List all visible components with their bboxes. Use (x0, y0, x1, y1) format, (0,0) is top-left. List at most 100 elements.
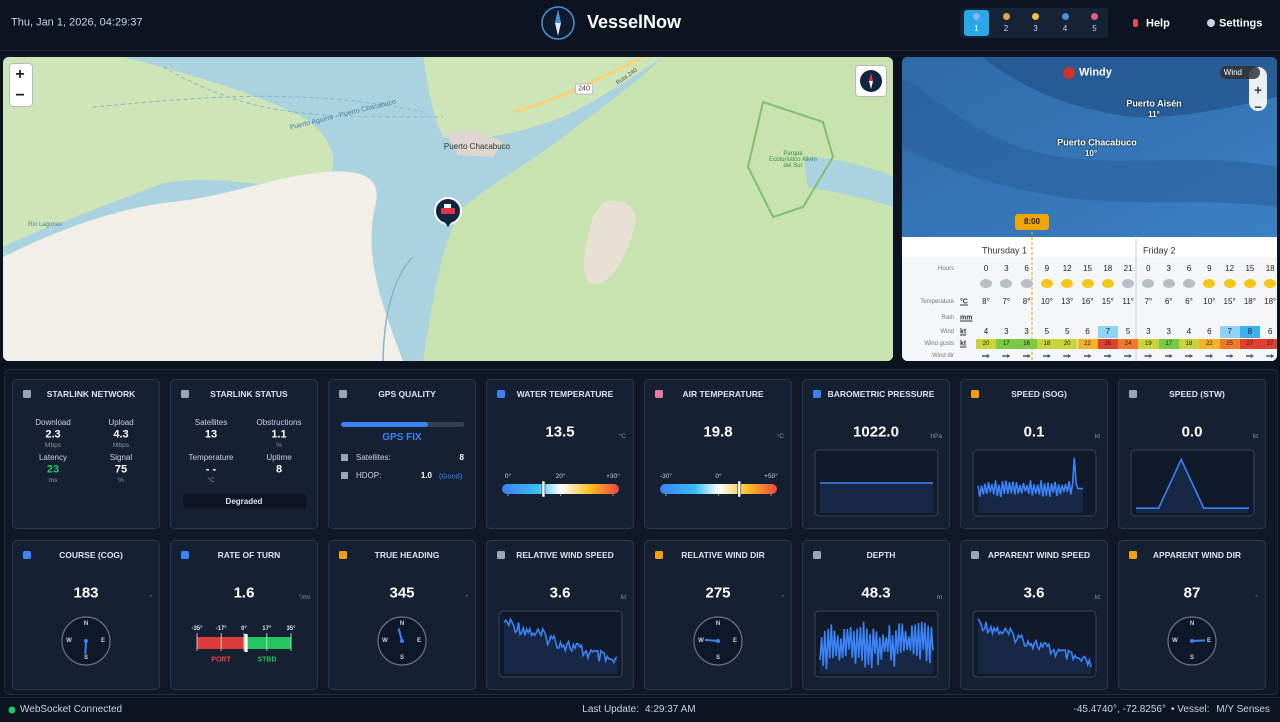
gust-cell-bg (1199, 339, 1220, 349)
gust-cell-bg (1239, 339, 1261, 349)
panel-value: 275 (705, 584, 731, 602)
compass-letter: S (1189, 655, 1195, 661)
weather-icon (1162, 279, 1175, 288)
windy-zoom-out[interactable]: − (1254, 99, 1262, 115)
panel-value: 345 (389, 584, 415, 602)
panel-unit: ° (781, 593, 784, 601)
compass-needle-group (397, 628, 403, 642)
forecast-cell: 22 (1205, 341, 1213, 347)
panel-value: 19.8 (703, 423, 733, 441)
forecast-cell: 3 (1166, 264, 1171, 273)
row-unit: kt (960, 328, 967, 336)
rot-tick-label: 35° (286, 626, 296, 632)
instrument-panel: APPARENT WIND DIR 87 ° N E S W (1118, 540, 1266, 690)
windy-widget: Windy Wind + − Puerto Aisén 11° Puerto Chacabu… (902, 57, 1277, 361)
help-icon (1133, 19, 1138, 27)
gust-cell-bg (1077, 339, 1098, 349)
time-badge[interactable] (1015, 214, 1049, 230)
instrument-panel: COURSE (COG) 183 ° N E S W (12, 540, 160, 690)
compass-letter: N (715, 621, 721, 627)
help-button[interactable]: Help (1146, 17, 1170, 30)
panel-title: DEPTH (866, 549, 896, 560)
compass-button[interactable] (855, 65, 887, 97)
chart-line (977, 457, 1084, 498)
chart-line (503, 617, 618, 665)
hdop-value: 1.0 (420, 471, 432, 480)
panel-icon (181, 390, 189, 398)
compass-letter: E (100, 638, 106, 644)
tab-label[interactable]: 3 (1033, 24, 1038, 33)
panel-title: APPARENT WIND DIR (1152, 549, 1242, 560)
forecast-cell: 20 (982, 341, 990, 347)
panel-graphics (497, 551, 623, 678)
zoom-in[interactable]: + (15, 66, 25, 83)
forecast-cell: 18° (1243, 297, 1256, 306)
forecast-cell: 12 (1062, 264, 1072, 273)
forecast-cell: 18 (1265, 264, 1275, 273)
panel-icon (813, 390, 821, 398)
zoom-out[interactable]: − (15, 87, 25, 104)
panel-value: 0.1 (1023, 423, 1045, 441)
gust-cell-bg (1036, 339, 1058, 349)
panel-value: 3.6 (1023, 584, 1045, 602)
forecast-cell: 5 (1125, 327, 1131, 336)
windy-zoom-in[interactable]: + (1254, 82, 1262, 98)
windy-brand: Windy (1079, 66, 1112, 79)
layer-label[interactable]: Wind (1223, 68, 1242, 77)
panel-value: 3.6 (549, 584, 571, 602)
panel-icon (813, 551, 821, 559)
forecast-cell: 3 (1166, 327, 1171, 336)
wind-dir-arrow (1022, 354, 1031, 358)
tab-label[interactable]: 5 (1092, 24, 1097, 33)
instrument-panel: GPS QUALITY GPS FIX Satellites: 8 HDOP: 1.0 (G… (328, 379, 476, 529)
panel-value: 1.6 (233, 584, 255, 602)
metric-label: Temperature (188, 453, 234, 462)
hdop-label: HDOP: (356, 471, 382, 480)
row-label: Hours (937, 266, 954, 272)
wind-dir-arrow (1063, 354, 1072, 358)
settings-button[interactable]: Settings (1219, 17, 1263, 30)
gust-cell-bg (1118, 339, 1139, 349)
sat-value: 8 (459, 453, 464, 462)
compass-hub (84, 639, 88, 643)
chart-area (504, 619, 617, 674)
wind-dir-arrow (1205, 354, 1214, 358)
panel-unit: °/mi (298, 593, 310, 601)
panel-title: STARLINK STATUS (210, 388, 288, 399)
metric-label: Uptime (266, 453, 292, 462)
map: + − Puerto Chacabuco 240 Ruta 240 Parque Ecot… (3, 57, 893, 361)
panel-unit: kt (1252, 432, 1258, 440)
tab-label[interactable]: 2 (1003, 24, 1009, 33)
gust-cell-bg (1219, 339, 1240, 349)
forecast-cell: 10° (1203, 297, 1216, 306)
row-label: Wind dir (931, 353, 954, 359)
forecast-cell: 6° (1185, 297, 1193, 306)
panel-graphics (655, 551, 743, 666)
forecast-cell: 17 (1165, 341, 1173, 347)
tab-icon (973, 13, 980, 20)
compass-icon (860, 70, 882, 92)
metric-value: 1.1 (271, 428, 287, 441)
app-title: VesselNow (587, 12, 682, 32)
panel-unit: hPa (930, 432, 942, 440)
tab-label[interactable]: 1 (974, 24, 979, 33)
metric-label: Download (35, 418, 71, 427)
gauge-tick-label: +50° (764, 472, 778, 480)
panel-icon (23, 390, 31, 398)
weather-icon (1000, 279, 1013, 288)
tab-label[interactable]: 4 (1062, 24, 1068, 33)
weather-icon (1122, 279, 1135, 288)
tab-icon (1002, 13, 1010, 20)
panel-icon (971, 390, 979, 398)
panel-icon (339, 551, 347, 559)
panel-unit: kt (620, 593, 626, 601)
forecast-cell: 4 (983, 327, 989, 336)
forecast-cell: 18 (1103, 264, 1113, 273)
panel-icon (497, 551, 505, 559)
instrument-panel: SPEED (SOG) 0.1 kt (960, 379, 1108, 529)
instrument-panel: DEPTH 48.3 m (802, 540, 950, 690)
rot-tick-label: -17° (215, 626, 227, 632)
gust-cell-bg (996, 339, 1017, 349)
forecast-cell: 27 (1266, 341, 1274, 347)
panel-icon (655, 390, 663, 398)
